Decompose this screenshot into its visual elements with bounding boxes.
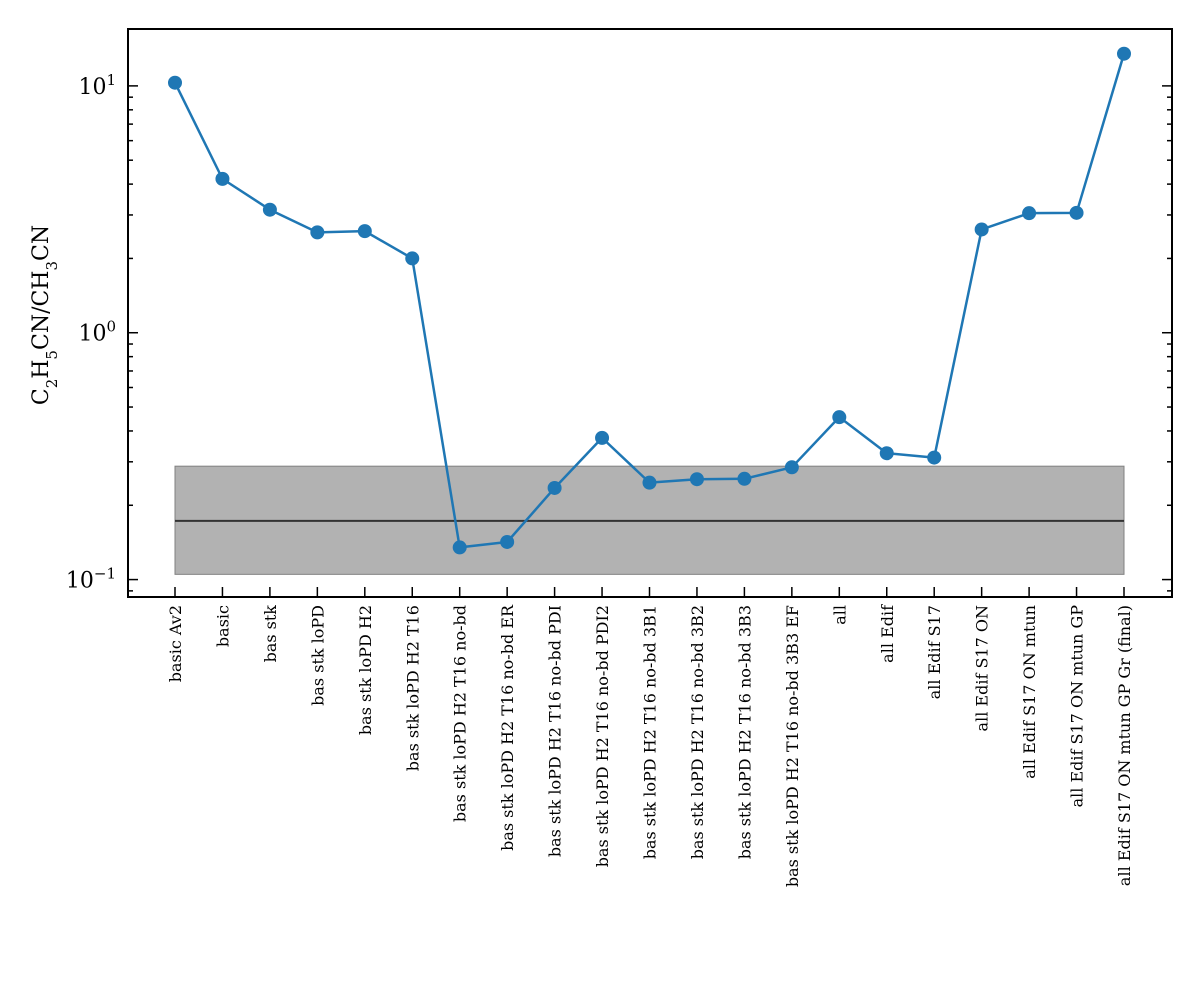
data-point-5 xyxy=(357,224,372,239)
x-tick-label: basic Av2 xyxy=(166,605,185,682)
data-point-14 xyxy=(784,460,799,475)
x-tick-label: bas stk loPD H2 T16 no-bd xyxy=(451,605,470,822)
x-tick-label: all Edif S17 ON mtun GP xyxy=(1068,605,1087,808)
x-tick-label: basic xyxy=(213,605,232,647)
data-point-11 xyxy=(642,475,657,490)
y-axis-label: C2H5CN/CH3CN xyxy=(29,225,61,405)
x-ticks: basic Av2 basic bas stk bas stk loPD bas stk… xyxy=(166,587,1134,887)
data-point-13 xyxy=(737,471,752,486)
x-tick-label: bas stk loPD xyxy=(308,605,327,706)
series-layer xyxy=(168,46,1131,555)
x-tick-label: all Edif xyxy=(878,604,897,663)
data-point-20 xyxy=(1069,205,1084,220)
data-point-18 xyxy=(974,222,989,237)
x-tick-label: bas stk loPD H2 T16 no-bd 3B3 xyxy=(735,605,754,859)
data-point-9 xyxy=(547,480,562,495)
x-tick-label: all Edif S17 ON mtun GP Gr (final) xyxy=(1115,605,1134,886)
x-tick-label: bas stk loPD H2 T16 no-bd ER xyxy=(498,604,517,851)
y-tick-label: 10−1 xyxy=(66,565,116,594)
data-point-10 xyxy=(595,430,610,445)
data-point-2 xyxy=(215,171,230,186)
data-point-15 xyxy=(832,410,847,425)
x-tick-label: all xyxy=(830,605,849,625)
data-point-4 xyxy=(310,225,325,240)
x-tick-label: bas stk loPD H2 T16 no-bd 3B1 xyxy=(641,605,660,859)
x-tick-label: bas stk loPD H2 T16 no-bd 3B2 xyxy=(688,605,707,859)
x-tick-label: bas stk loPD H2 T16 xyxy=(403,605,422,771)
x-tick-label: bas stk loPD H2 T16 no-bd 3B3 EF xyxy=(783,605,802,887)
data-point-3 xyxy=(262,202,277,217)
data-point-16 xyxy=(879,446,894,461)
x-tick-label: bas stk loPD H2 T16 no-bd PDI2 xyxy=(593,605,612,867)
data-point-12 xyxy=(689,472,704,487)
y-tick-label: 100 xyxy=(78,318,116,347)
data-point-21 xyxy=(1117,46,1131,61)
data-point-8 xyxy=(500,534,515,549)
data-point-1 xyxy=(168,75,182,90)
data-point-6 xyxy=(405,251,420,266)
axis-labels: C2H5CN/CH3CN xyxy=(29,225,61,405)
x-tick-label: all Edif S17 ON xyxy=(973,605,992,731)
x-tick-label: bas stk loPD H2 xyxy=(356,605,375,735)
x-tick-label: bas stk loPD H2 T16 no-bd PDI xyxy=(546,605,565,857)
data-point-17 xyxy=(927,450,942,465)
x-tick-label: bas stk xyxy=(261,605,280,663)
data-point-19 xyxy=(1022,206,1037,221)
y-tick-label: 101 xyxy=(78,71,116,100)
y-ticks: 10−1 100 101 xyxy=(66,71,1172,594)
data-point-7 xyxy=(452,540,467,555)
x-tick-label: all Edif S17 xyxy=(925,605,944,699)
x-tick-label: all Edif S17 ON mtun xyxy=(1020,605,1039,779)
